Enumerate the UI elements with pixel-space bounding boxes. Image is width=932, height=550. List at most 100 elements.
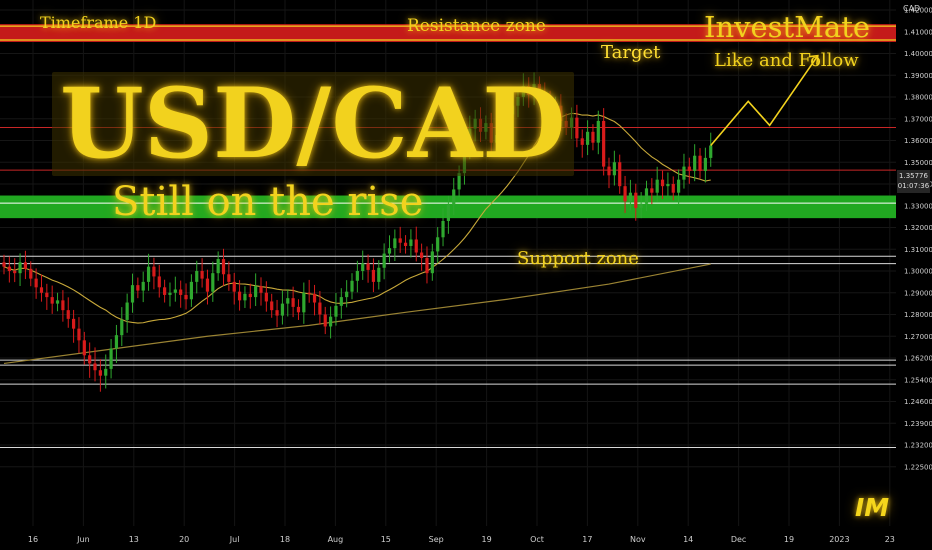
candle-body-32 — [173, 289, 177, 293]
candle-body-43 — [232, 281, 236, 292]
candle-body-45 — [243, 293, 247, 301]
price-axis-panel — [896, 0, 932, 550]
price-tick-11: 1.31000 — [904, 246, 932, 254]
candle-body-113 — [607, 166, 611, 176]
candle-body-64 — [345, 291, 349, 298]
candle-body-117 — [628, 192, 633, 202]
target-label: Target — [601, 42, 661, 63]
candle-body-42 — [227, 274, 231, 282]
time-tick-9: 19 — [482, 535, 492, 544]
candle-body-62 — [334, 305, 338, 317]
pair-title: USD/CAD — [52, 72, 574, 176]
candle-body-39 — [211, 273, 215, 292]
candle-body-78 — [420, 252, 424, 258]
candle-body-40 — [216, 259, 220, 274]
resistance-zone-label: Resistance zone — [407, 16, 546, 36]
time-tick-1: Jun — [76, 535, 90, 544]
candle-body-5 — [29, 268, 33, 279]
candle-body-12 — [66, 310, 70, 319]
candle-body-80 — [430, 251, 434, 274]
price-tick-4: 1.38000 — [904, 94, 932, 102]
candle-body-41 — [221, 259, 226, 275]
candle-body-79 — [425, 257, 429, 274]
candle-body-21 — [114, 335, 119, 349]
candle-body-1 — [7, 266, 11, 271]
candle-body-121 — [650, 188, 654, 193]
time-tick-14: Dec — [731, 535, 746, 544]
price-tick-13: 1.29000 — [904, 289, 932, 297]
candle-body-110 — [591, 131, 595, 143]
candle-body-11 — [61, 300, 65, 311]
candle-body-67 — [361, 263, 365, 271]
price-tick-6: 1.36000 — [904, 137, 932, 145]
candle-body-49 — [264, 292, 268, 302]
brand-logo: IM — [855, 493, 890, 522]
candle-body-76 — [409, 239, 413, 246]
candle-body-59 — [318, 302, 322, 315]
candle-body-4 — [23, 262, 28, 269]
candle-body-77 — [414, 239, 418, 253]
candle-body-125 — [671, 184, 675, 193]
candle-body-51 — [275, 310, 279, 316]
price-tick-17: 1.25400 — [904, 376, 932, 384]
candle-body-118 — [634, 192, 638, 208]
candle-body-34 — [184, 294, 188, 300]
candle-body-126 — [677, 179, 681, 193]
candle-body-114 — [612, 162, 616, 176]
candle-body-107 — [575, 117, 579, 139]
price-tick-10: 1.32000 — [904, 224, 932, 232]
candle-body-38 — [205, 278, 210, 292]
time-tick-15: 19 — [784, 535, 794, 544]
candle-body-28 — [152, 266, 156, 277]
candle-body-16 — [88, 355, 92, 364]
projection-arrowhead — [808, 54, 819, 65]
price-tick-15: 1.27000 — [904, 333, 932, 341]
time-tick-7: 15 — [381, 535, 391, 544]
candle-body-27 — [146, 266, 151, 282]
candle-body-44 — [237, 291, 242, 301]
candle-body-25 — [136, 285, 140, 291]
time-tick-8: Sep — [429, 535, 444, 544]
candle-body-18 — [98, 370, 102, 376]
price-tick-0: 1.42000 — [904, 7, 932, 15]
candle-body-13 — [72, 318, 76, 329]
last-price-tag: 1.35776 01:07:36 — [897, 170, 930, 193]
candle-body-46 — [248, 293, 252, 298]
candle-body-17 — [93, 363, 97, 371]
candle-body-48 — [259, 286, 263, 293]
candle-body-74 — [398, 238, 402, 243]
candle-body-115 — [618, 162, 622, 187]
timeframe-label: Timeframe 1D — [40, 13, 157, 32]
candle-body-8 — [45, 292, 49, 298]
candle-body-108 — [580, 138, 584, 145]
candle-body-131 — [703, 157, 707, 171]
candle-body-111 — [596, 120, 600, 143]
candle-body-56 — [302, 292, 306, 313]
candle-body-15 — [82, 340, 86, 356]
candle-body-10 — [55, 300, 60, 304]
resistance-zone — [0, 24, 896, 42]
last-price-value: 1.35776 — [899, 172, 928, 180]
candle-body-6 — [34, 278, 38, 288]
candle-body-0 — [2, 262, 6, 267]
candle-body-116 — [623, 186, 627, 202]
price-tick-20: 1.23200 — [904, 442, 932, 450]
candle-body-26 — [141, 281, 145, 291]
time-tick-16: 2023 — [829, 535, 849, 544]
candle-body-35 — [189, 281, 193, 300]
candle-body-36 — [195, 271, 199, 282]
candle-body-72 — [387, 248, 392, 254]
candle-body-122 — [655, 179, 659, 193]
candle-body-68 — [366, 263, 370, 270]
candle-body-124 — [666, 184, 670, 187]
candle-body-127 — [682, 166, 686, 180]
price-tick-19: 1.23900 — [904, 420, 932, 428]
time-tick-10: Oct — [530, 535, 544, 544]
time-axis-panel — [0, 526, 896, 550]
projection-path — [710, 55, 819, 147]
candle-body-19 — [104, 368, 108, 376]
candle-body-54 — [291, 298, 295, 307]
time-tick-6: Aug — [328, 535, 344, 544]
candle-body-66 — [355, 271, 359, 281]
candle-body-3 — [18, 262, 22, 274]
